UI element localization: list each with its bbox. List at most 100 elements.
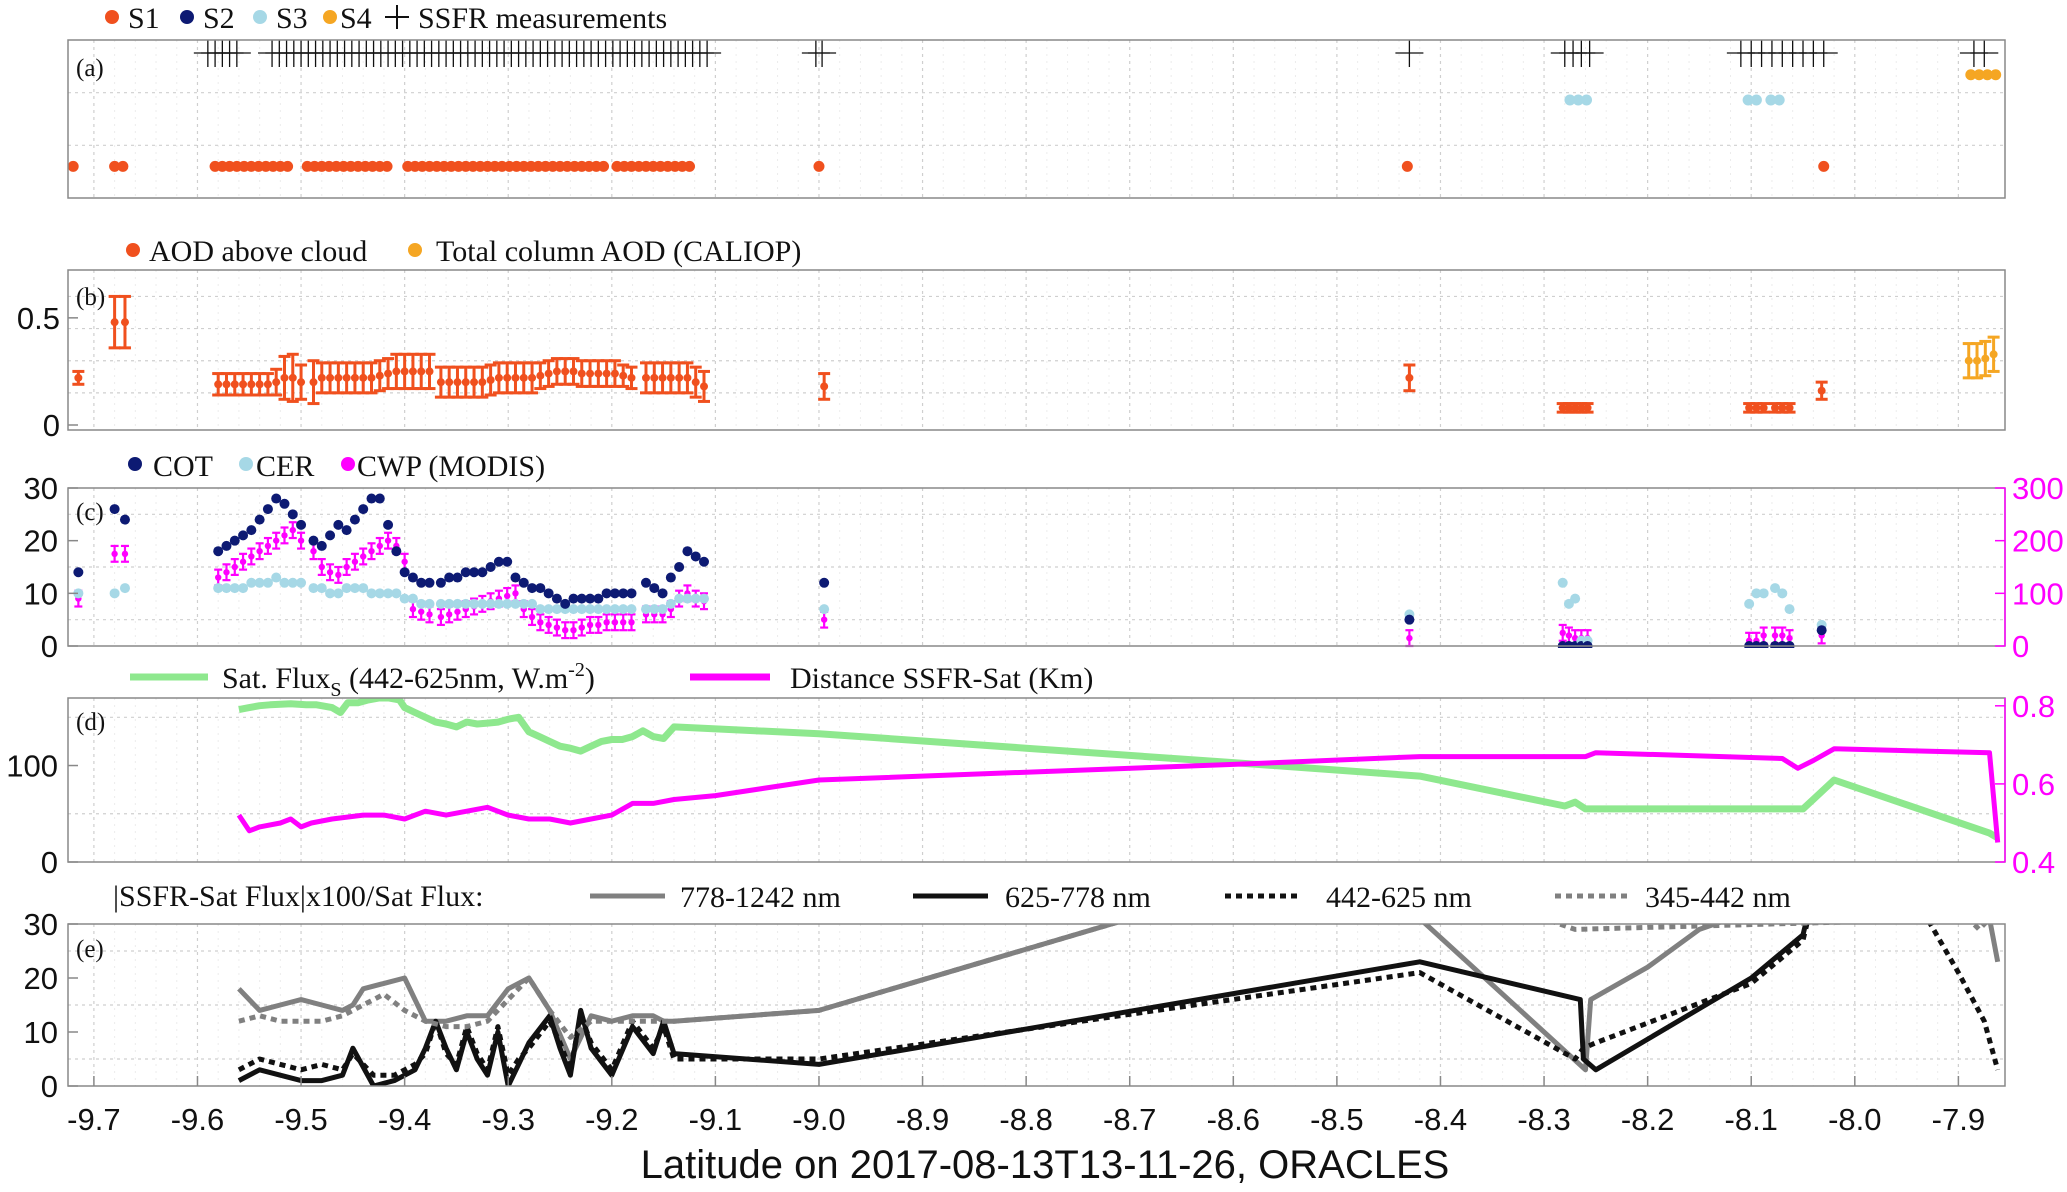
x-tick-label: -9.5 — [274, 1102, 327, 1137]
cot-point — [109, 504, 120, 515]
x-tick-label: -8.0 — [1828, 1102, 1881, 1137]
cer-point — [279, 577, 290, 588]
x-tick-label: -8.3 — [1517, 1102, 1570, 1137]
cer-point — [109, 588, 120, 599]
aod-point — [627, 373, 636, 382]
cwp-point — [297, 537, 305, 544]
aod-point — [1817, 386, 1826, 395]
ssfr-measurement-mark — [808, 40, 837, 67]
cwp-point — [239, 558, 247, 565]
panel-b-ytick-label: 0.5 — [17, 301, 60, 336]
cot-point — [640, 577, 651, 588]
aod-point — [699, 382, 708, 391]
cer-point — [424, 598, 435, 609]
legend-cot-label: COT — [153, 450, 213, 483]
x-tick-label: -9.0 — [792, 1102, 845, 1137]
cwp-point — [445, 611, 453, 618]
aod-point — [486, 376, 495, 384]
cer-point — [416, 598, 427, 609]
cot-point — [221, 540, 232, 551]
panel-a-frame — [67, 39, 2006, 199]
cer-point — [435, 598, 446, 609]
cer-point — [1751, 588, 1762, 599]
aod-point — [1583, 403, 1592, 412]
cer-point — [698, 593, 709, 604]
cwp-point — [512, 590, 519, 597]
legend-s2-label: S2 — [203, 2, 235, 35]
cot-point — [690, 551, 701, 562]
panel-d-ytick-label: 100 — [6, 749, 58, 784]
cot-point — [246, 525, 257, 536]
cot-point — [213, 546, 224, 557]
cer-point — [601, 604, 612, 615]
cot-point — [618, 588, 629, 599]
s3-point — [1765, 94, 1777, 106]
aod-point — [1564, 403, 1573, 412]
cot-point — [435, 577, 446, 588]
cot-point — [527, 583, 538, 594]
cwp-point — [318, 563, 325, 571]
cwp-point — [368, 548, 375, 555]
aod-point — [594, 369, 603, 378]
cot-point — [119, 514, 130, 525]
x-tick-label: -9.2 — [585, 1102, 638, 1137]
x-tick-label: -8.4 — [1414, 1102, 1467, 1137]
s3-point — [1572, 94, 1584, 106]
s4-point — [1973, 69, 1985, 81]
cer-point — [640, 604, 651, 615]
aod-point — [280, 373, 289, 382]
s4-point — [1965, 69, 1977, 81]
legend-cwp-marker — [341, 457, 355, 471]
ssfr-measurement-mark — [1809, 40, 1838, 67]
cer-point — [510, 598, 521, 609]
ssfr-measurement-mark — [1970, 40, 1999, 67]
cer-point — [254, 577, 265, 588]
cer-point — [1784, 604, 1795, 615]
cot-point — [819, 577, 830, 588]
aod-point — [666, 373, 675, 382]
panel-b-frame — [67, 269, 2006, 431]
x-tick-label: -9.4 — [378, 1102, 431, 1137]
aod-point — [1571, 403, 1580, 412]
legend-s3-label: S3 — [276, 2, 308, 35]
ssfr-measurement-mark — [222, 40, 251, 67]
legend-aod-label: AOD above cloud — [149, 235, 367, 268]
cot-point — [262, 504, 273, 515]
panel-c-ytick-label: 10 — [24, 576, 58, 611]
cot-point — [316, 540, 327, 551]
legend-s3-marker — [253, 10, 267, 24]
legend-flux-label-part: S — [330, 679, 341, 701]
cwp-point — [384, 537, 392, 544]
aod-point — [528, 373, 537, 382]
x-tick-label: -9.6 — [171, 1102, 224, 1137]
legend-cot-marker — [128, 457, 142, 471]
cer-point — [1758, 588, 1769, 599]
distance-line — [236, 746, 2001, 843]
cer-point — [674, 593, 685, 604]
cwp-point — [281, 532, 288, 539]
cer-point — [374, 588, 385, 599]
cot-point — [568, 593, 579, 604]
cwp-point — [223, 569, 230, 576]
panel-c-y2tick-label: 0 — [2012, 629, 2029, 664]
cer-point — [518, 598, 529, 609]
cer-point — [73, 588, 84, 599]
aod-point — [1745, 403, 1754, 412]
cer-point — [682, 593, 693, 604]
cer-point — [444, 598, 455, 609]
cot-point — [477, 567, 488, 578]
cot-point — [576, 593, 587, 604]
cer-point — [316, 583, 327, 594]
legend-s4-marker — [323, 10, 337, 24]
cer-point — [119, 583, 130, 594]
cot-point — [493, 556, 504, 567]
total-point — [1964, 356, 1973, 365]
cot-point — [518, 577, 529, 588]
cwp-point — [454, 608, 461, 615]
cot-point — [358, 504, 369, 515]
panel-c-y2tick-label: 200 — [2012, 524, 2064, 559]
cer-point — [213, 583, 224, 594]
legend-s_442-label: 442-625 nm — [1326, 881, 1472, 914]
cwp-point — [1406, 634, 1413, 642]
